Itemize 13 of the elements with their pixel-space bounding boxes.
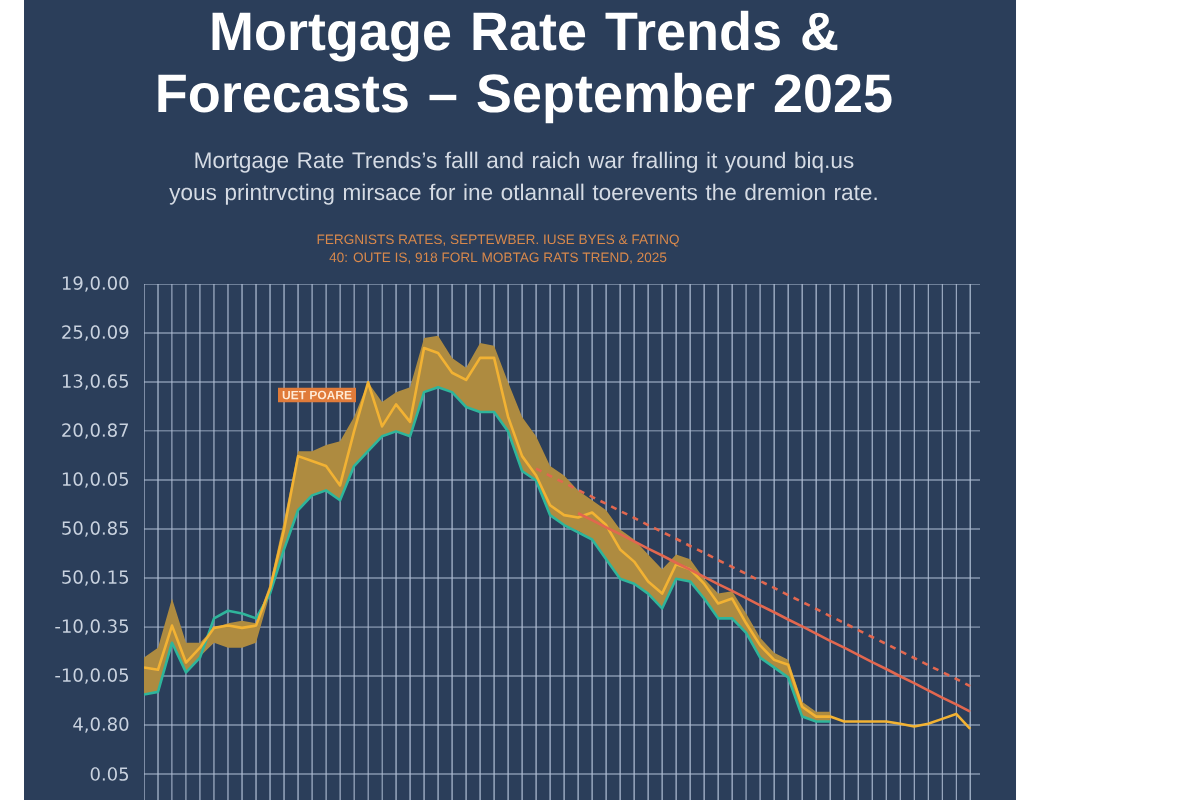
text: 25,0.09 xyxy=(62,325,129,341)
text: 13,0.65 xyxy=(62,374,129,390)
text: 50,0.15 xyxy=(62,570,129,586)
text: 19,0.00 xyxy=(62,276,129,292)
text: -10,0.05 xyxy=(55,668,129,684)
text: 4,0.80 xyxy=(73,717,129,733)
text: 50,0.85 xyxy=(62,521,129,537)
text: 10,0.05 xyxy=(62,472,129,488)
text: 0.05 xyxy=(90,767,129,781)
chart-subtitle: Mortgage Rate Trends’s falll and raich war fralling it yound biq.us yous printrvcting mirsace for ine otlannall toerevents the dremion rate. xyxy=(169,151,877,205)
text: -10,0.35 xyxy=(55,619,129,635)
chart-title: Mortgage Rate Trends & Forecasts – September 2025 xyxy=(158,10,892,124)
text: 20,0.87 xyxy=(62,423,129,439)
